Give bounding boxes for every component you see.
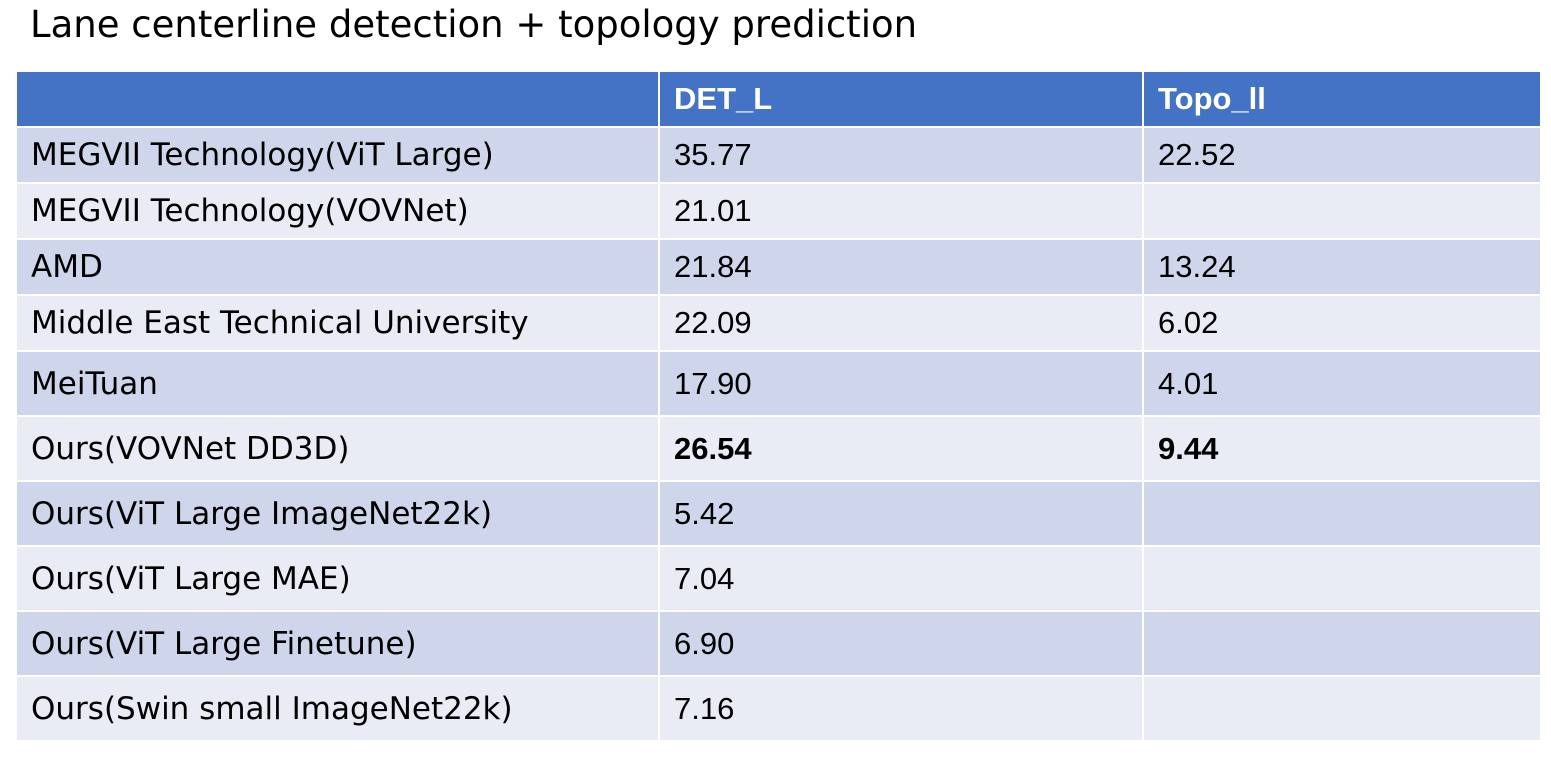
column-header-method — [15, 70, 660, 128]
topo-ll-cell: 6.02 — [1142, 294, 1542, 352]
table-row: AMD 21.84 13.24 — [15, 238, 1542, 296]
topo-ll-cell — [1142, 610, 1542, 677]
table-row: Ours(ViT Large MAE) 7.04 — [15, 545, 1542, 612]
method-cell: Ours(ViT Large Finetune) — [15, 610, 660, 677]
table-row: MEGVII Technology(ViT Large) 35.77 22.52 — [15, 126, 1542, 184]
det-l-cell: 21.84 — [658, 238, 1144, 296]
table-row: MEGVII Technology(VOVNet) 21.01 — [15, 182, 1542, 240]
table-row: Ours(ViT Large ImageNet22k) 5.42 — [15, 480, 1542, 547]
method-cell: Ours(ViT Large MAE) — [15, 545, 660, 612]
column-header-topo-ll: Topo_ll — [1142, 70, 1542, 128]
topo-ll-cell: 13.24 — [1142, 238, 1542, 296]
page-title: Lane centerline detection + topology pre… — [30, 3, 918, 46]
topo-ll-cell — [1142, 545, 1542, 612]
det-l-cell: 26.54 — [658, 415, 1144, 482]
table-row: MeiTuan 17.90 4.01 — [15, 350, 1542, 417]
topo-ll-cell: 4.01 — [1142, 350, 1542, 417]
method-cell: MEGVII Technology(ViT Large) — [15, 126, 660, 184]
table-row: Ours(VOVNet DD3D) 26.54 9.44 — [15, 415, 1542, 482]
table-row: Middle East Technical University 22.09 6… — [15, 294, 1542, 352]
topo-ll-cell — [1142, 675, 1542, 742]
topo-ll-cell — [1142, 182, 1542, 240]
column-header-det-l: DET_L — [658, 70, 1144, 128]
det-l-cell: 17.90 — [658, 350, 1144, 417]
table-row: Ours(Swin small ImageNet22k) 7.16 — [15, 675, 1542, 742]
method-cell: MEGVII Technology(VOVNet) — [15, 182, 660, 240]
method-cell: Ours(ViT Large ImageNet22k) — [15, 480, 660, 547]
det-l-cell: 21.01 — [658, 182, 1144, 240]
topo-ll-cell: 9.44 — [1142, 415, 1542, 482]
method-cell: MeiTuan — [15, 350, 660, 417]
results-table: DET_L Topo_ll MEGVII Technology(ViT Larg… — [15, 70, 1542, 742]
det-l-cell: 35.77 — [658, 126, 1144, 184]
method-cell: Ours(VOVNet DD3D) — [15, 415, 660, 482]
det-l-cell: 5.42 — [658, 480, 1144, 547]
det-l-cell: 22.09 — [658, 294, 1144, 352]
det-l-cell: 7.16 — [658, 675, 1144, 742]
topo-ll-cell: 22.52 — [1142, 126, 1542, 184]
topo-ll-cell — [1142, 480, 1542, 547]
det-l-cell: 6.90 — [658, 610, 1144, 677]
table-header-row: DET_L Topo_ll — [15, 70, 1542, 128]
method-cell: AMD — [15, 238, 660, 296]
method-cell: Ours(Swin small ImageNet22k) — [15, 675, 660, 742]
method-cell: Middle East Technical University — [15, 294, 660, 352]
det-l-cell: 7.04 — [658, 545, 1144, 612]
table-row: Ours(ViT Large Finetune) 6.90 — [15, 610, 1542, 677]
